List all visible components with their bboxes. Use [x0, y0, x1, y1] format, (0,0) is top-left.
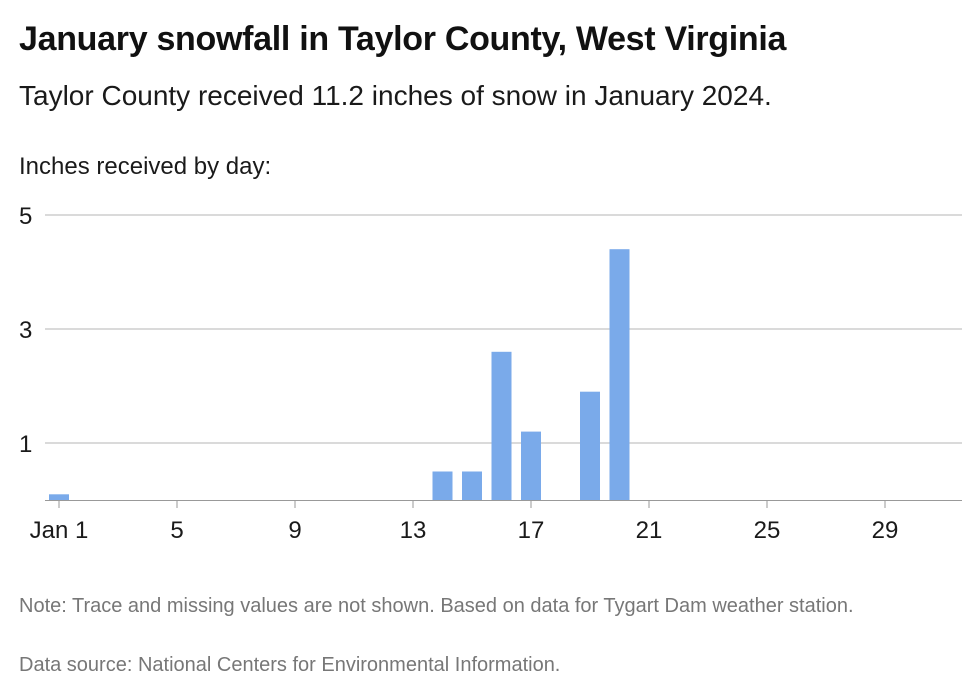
x-tick-label: 5 [170, 517, 183, 544]
x-tick-label: 25 [754, 517, 781, 544]
x-tick-label: 9 [288, 517, 301, 544]
y-tick-label: 5 [19, 203, 32, 230]
bar-day-17 [521, 431, 541, 500]
y-tick-labels: 1 3 5 [19, 203, 32, 458]
x-tick-labels: Jan 1 5 9 13 17 21 25 29 [30, 501, 899, 544]
bars [49, 249, 630, 500]
y-tick-label: 1 [19, 431, 32, 458]
y-axis-label: Inches received by day: [19, 153, 272, 180]
bar-day-15 [462, 471, 482, 500]
bar-day-19 [580, 391, 600, 500]
bar-day-14 [432, 471, 453, 500]
chart-subtitle: Taylor County received 11.2 inches of sn… [19, 80, 772, 111]
x-tick-label: 21 [636, 517, 663, 544]
data-source: Data source: National Centers for Enviro… [19, 654, 561, 676]
bar-day-1 [49, 494, 69, 500]
x-tick-label: 13 [400, 517, 427, 544]
chart-note: Note: Trace and missing values are not s… [19, 595, 854, 617]
chart-title: January snowfall in Taylor County, West … [19, 20, 787, 58]
bar-chart: 135 Jan 1 5 9 13 17 21 25 29 [19, 203, 962, 544]
y-tick-label: 3 [19, 317, 32, 344]
x-tick-label: Jan 1 [30, 517, 89, 544]
bar-day-16 [491, 351, 512, 500]
x-tick-label: 17 [518, 517, 545, 544]
bar-day-20 [609, 249, 630, 500]
x-tick-label: 29 [872, 517, 899, 544]
